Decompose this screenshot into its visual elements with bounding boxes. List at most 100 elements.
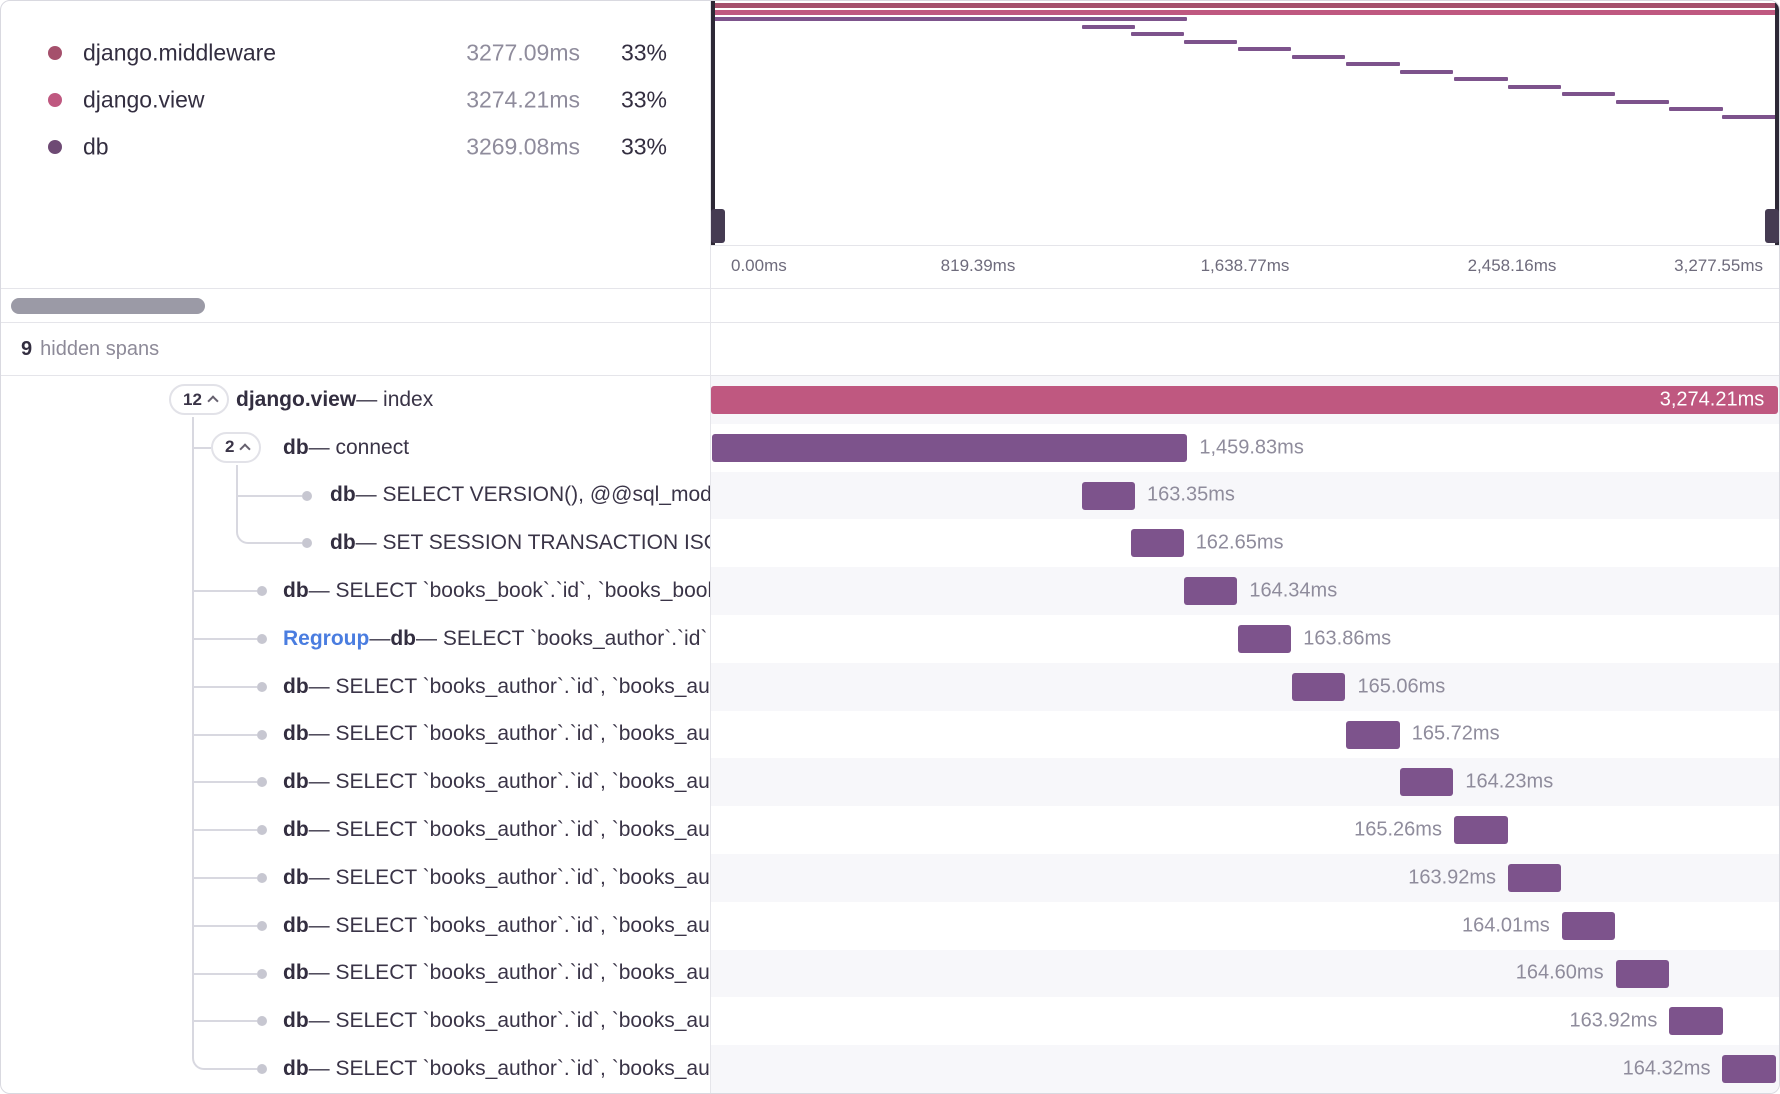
span-bar[interactable] — [1615, 959, 1670, 988]
overview-section: django.middleware 3277.09ms 33% django.v… — [1, 1, 1779, 289]
span-type: django.view — [236, 387, 357, 411]
trace-row[interactable]: 2 db — connect 1,459.83ms — [1, 423, 1779, 472]
legend-label: django.middleware — [83, 39, 277, 65]
span-bar[interactable] — [1561, 911, 1616, 940]
trace-row[interactable]: Regroup — db — SELECT `books_author`.`id… — [1, 614, 1779, 663]
span-bar[interactable] — [1399, 768, 1454, 797]
regroup-link[interactable]: Regroup — [283, 626, 370, 650]
span-dot — [302, 538, 312, 549]
trace-row[interactable]: db — SELECT `books_book`.`id`, `books_bo… — [1, 567, 1779, 615]
minimap-span — [711, 17, 1188, 21]
legend-color-dot — [48, 139, 62, 154]
trace-row[interactable]: 12 django.view — index 3,274.21ms — [1, 376, 1779, 424]
span-duration: 3,274.21ms — [1659, 388, 1765, 411]
legend-color-dot — [48, 92, 62, 107]
span-label: db — SELECT `books_author`.`id`, `books_… — [283, 950, 710, 998]
trace-row[interactable]: db — SELECT `books_author`.`id`, `books_… — [1, 758, 1779, 807]
minimap-span — [1669, 107, 1723, 111]
span-type: db — [390, 626, 416, 650]
trace-row[interactable]: db — SELECT `books_author`.`id`, `books_… — [1, 853, 1779, 902]
span-duration: 164.23ms — [1465, 770, 1554, 793]
span-detail: — SELECT `books_author`.`id`, `books_aut… — [308, 865, 710, 889]
minimap[interactable] — [711, 1, 1779, 245]
trace-row[interactable]: db — SELECT `books_author`.`id`, `books_… — [1, 949, 1779, 998]
span-dot — [302, 490, 312, 501]
span-duration: 163.92ms — [1569, 1009, 1658, 1032]
legend-value: 3269.08ms — [466, 133, 580, 159]
trace-row[interactable]: db — SELECT `books_author`.`id`, `books_… — [1, 997, 1779, 1046]
axis-tick: 819.39ms — [940, 256, 1016, 275]
horizontal-scrollbar[interactable] — [11, 298, 205, 314]
span-detail: — SET SESSION TRANSACTION ISOLATION — [355, 531, 710, 555]
legend-value: 3274.21ms — [466, 86, 580, 112]
hidden-spans-text: 9 hidden spans — [21, 323, 159, 375]
trace-row[interactable]: db — SELECT `books_author`.`id`, `books_… — [1, 806, 1779, 854]
legend-item[interactable]: django.middleware 3277.09ms 33% — [1, 29, 710, 76]
axis-tick: 2,458.16ms — [1467, 256, 1557, 275]
trace-row[interactable]: db — SELECT `books_author`.`id`, `books_… — [1, 710, 1779, 759]
minimap-span — [711, 10, 1779, 15]
span-type: db — [283, 674, 309, 698]
span-detail: — — [369, 626, 391, 650]
trace-row[interactable]: db — SELECT VERSION(), @@sql_mode 163.35m… — [1, 471, 1779, 520]
span-detail: — SELECT `books_author`.`id`, `books_aut… — [308, 1057, 710, 1081]
span-label: db — SET SESSION TRANSACTION ISOLATION — [330, 519, 710, 567]
span-dot — [257, 633, 267, 644]
span-bar[interactable] — [1345, 720, 1400, 749]
legend-label: db — [83, 133, 109, 159]
span-bar[interactable] — [711, 386, 1779, 414]
span-bar[interactable] — [1508, 863, 1562, 892]
span-bar[interactable] — [1291, 672, 1346, 701]
span-bar[interactable] — [1722, 1055, 1776, 1084]
hidden-spans-count: 9 — [21, 337, 33, 360]
span-type: db — [283, 1057, 309, 1081]
span-duration: 163.35ms — [1147, 483, 1235, 506]
span-bar[interactable] — [1669, 1007, 1723, 1036]
minimap-span — [1399, 69, 1454, 74]
span-type: db — [330, 483, 356, 507]
span-duration: 165.72ms — [1411, 722, 1500, 745]
span-bar[interactable] — [711, 433, 1188, 462]
minimap-span — [1345, 62, 1400, 66]
minimap-span — [1615, 99, 1670, 104]
minimap-span — [1722, 114, 1776, 119]
trace-row[interactable]: db — SET SESSION TRANSACTION ISOLATION 16… — [1, 519, 1779, 568]
span-type: db — [283, 579, 309, 603]
span-type: db — [283, 435, 309, 459]
legend-percent: 33% — [620, 39, 667, 65]
span-bar[interactable] — [1130, 529, 1184, 558]
minimap-span — [1183, 39, 1238, 44]
collapse-badge[interactable]: 2 — [211, 431, 262, 463]
trace-row[interactable]: db — SELECT `books_author`.`id`, `books_… — [1, 662, 1779, 711]
span-dot — [257, 1064, 267, 1075]
legend-item[interactable]: db 3269.08ms 33% — [1, 123, 710, 170]
scrollbar-row — [1, 289, 1779, 323]
span-dot — [257, 681, 267, 692]
span-dot — [257, 920, 267, 931]
brush-grip-left[interactable] — [711, 209, 725, 243]
span-type: db — [283, 913, 309, 937]
brush-grip-right[interactable] — [1765, 209, 1779, 243]
brush-handle-left[interactable] — [711, 1, 715, 245]
trace-row[interactable]: db — SELECT `books_author`.`id`, `books_… — [1, 901, 1779, 950]
span-detail: — index — [356, 387, 434, 411]
span-bar[interactable] — [1453, 816, 1508, 845]
span-label: django.view — index — [236, 376, 433, 424]
collapse-badge[interactable]: 12 — [169, 384, 229, 415]
trace-row[interactable]: db — SELECT `books_author`.`id`, `books_… — [1, 1045, 1779, 1093]
span-bar[interactable] — [1183, 577, 1238, 606]
span-detail: — SELECT `books_author`.`id`, `books_aut… — [308, 722, 710, 746]
span-bar[interactable] — [1081, 481, 1136, 510]
legend-panel: django.middleware 3277.09ms 33% django.v… — [1, 1, 710, 288]
span-duration: 162.65ms — [1195, 531, 1284, 554]
span-detail: — SELECT `books_author`.`id`, `books_aut… — [308, 913, 710, 937]
legend-item[interactable]: django.view 3274.21ms 33% — [1, 76, 710, 123]
span-detail: — SELECT `books_author`.`id`, `books_aut… — [308, 961, 710, 985]
span-label: db — SELECT `books_author`.`id`, `books_… — [283, 1045, 710, 1093]
span-detail: — connect — [308, 435, 410, 459]
span-bar[interactable] — [1237, 624, 1292, 653]
chevron-up-icon — [239, 443, 252, 455]
brush-handle-right[interactable] — [1775, 1, 1779, 245]
span-detail: — SELECT `books_author`.`id`, `books_aut… — [308, 770, 710, 794]
